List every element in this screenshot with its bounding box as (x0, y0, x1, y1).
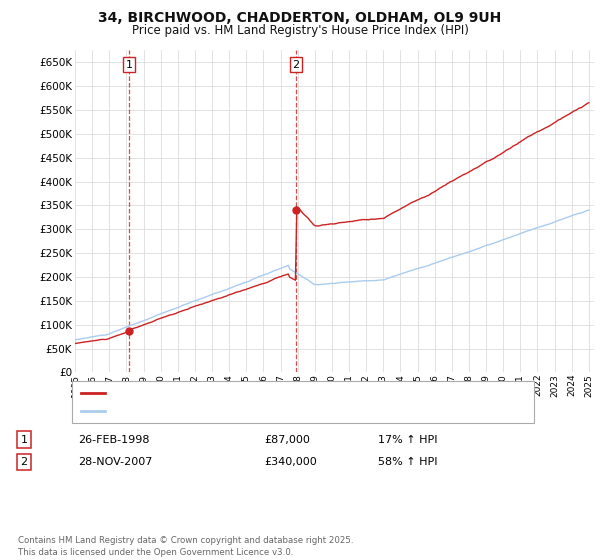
Text: 34, BIRCHWOOD, CHADDERTON, OLDHAM, OL9 9UH: 34, BIRCHWOOD, CHADDERTON, OLDHAM, OL9 9… (98, 11, 502, 25)
Text: 58% ↑ HPI: 58% ↑ HPI (378, 457, 437, 467)
Text: 26-FEB-1998: 26-FEB-1998 (78, 435, 149, 445)
Text: Contains HM Land Registry data © Crown copyright and database right 2025.
This d: Contains HM Land Registry data © Crown c… (18, 536, 353, 557)
Text: 2: 2 (20, 457, 28, 467)
Text: 34, BIRCHWOOD, CHADDERTON, OLDHAM, OL9 9UH (detached house): 34, BIRCHWOOD, CHADDERTON, OLDHAM, OL9 9… (109, 388, 475, 398)
Text: Price paid vs. HM Land Registry's House Price Index (HPI): Price paid vs. HM Land Registry's House … (131, 24, 469, 36)
Text: £340,000: £340,000 (264, 457, 317, 467)
Text: 1: 1 (125, 60, 133, 69)
Text: 2: 2 (292, 60, 299, 69)
Text: 28-NOV-2007: 28-NOV-2007 (78, 457, 152, 467)
Text: £87,000: £87,000 (264, 435, 310, 445)
Text: 1: 1 (20, 435, 28, 445)
Text: 17% ↑ HPI: 17% ↑ HPI (378, 435, 437, 445)
Text: HPI: Average price, detached house, Oldham: HPI: Average price, detached house, Oldh… (109, 406, 343, 416)
